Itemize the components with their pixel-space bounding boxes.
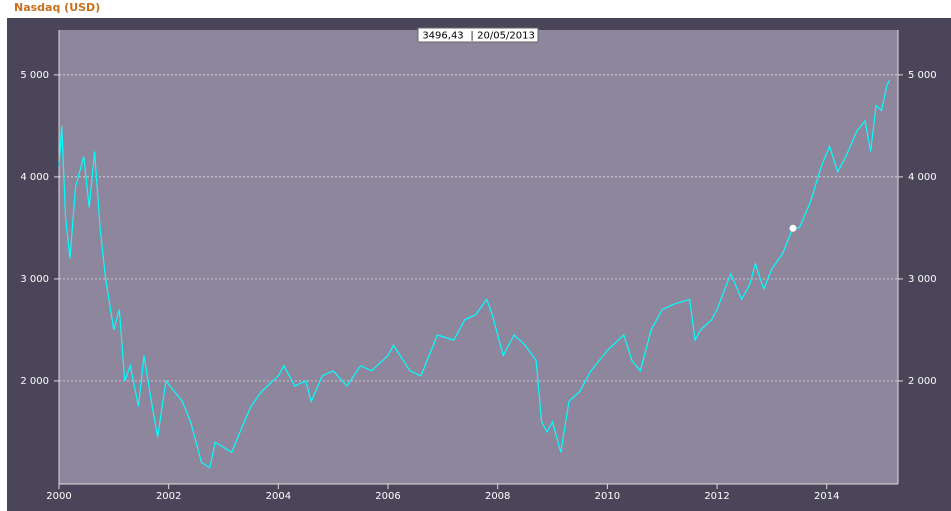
y-tick-label: 5 000	[908, 70, 937, 81]
chart-title: Nasdaq (USD)	[14, 1, 100, 14]
x-tick-label: 2010	[595, 491, 620, 502]
y-tick-label: 4 000	[20, 172, 49, 183]
price-line	[58, 79, 891, 469]
header-bar	[0, 0, 951, 18]
x-tick-label: 2014	[814, 491, 839, 502]
hover-marker	[789, 224, 797, 232]
x-tick-label: 2002	[156, 491, 181, 502]
x-tick-label: 2008	[485, 491, 510, 502]
y-tick-label: 5 000	[20, 70, 49, 81]
y-tick-label: 3 000	[20, 274, 49, 285]
y-tick-label: 2 000	[908, 376, 937, 387]
tooltip-value: 3496,43	[422, 31, 463, 42]
plot-area	[59, 30, 898, 484]
tooltip: 3496,43 | 20/05/2013	[417, 27, 539, 43]
x-tick-label: 2000	[46, 491, 71, 502]
y-tick-label: 3 000	[908, 274, 937, 285]
x-tick-label: 2004	[266, 491, 291, 502]
tooltip-date: 20/05/2013	[477, 31, 535, 42]
y-tick-label: 2 000	[20, 376, 49, 387]
tooltip-separator: |	[470, 31, 473, 42]
tooltip-box	[417, 27, 539, 43]
y-tick-label: 4 000	[908, 172, 937, 183]
x-tick-label: 2012	[704, 491, 729, 502]
x-tick-label: 2006	[375, 491, 400, 502]
